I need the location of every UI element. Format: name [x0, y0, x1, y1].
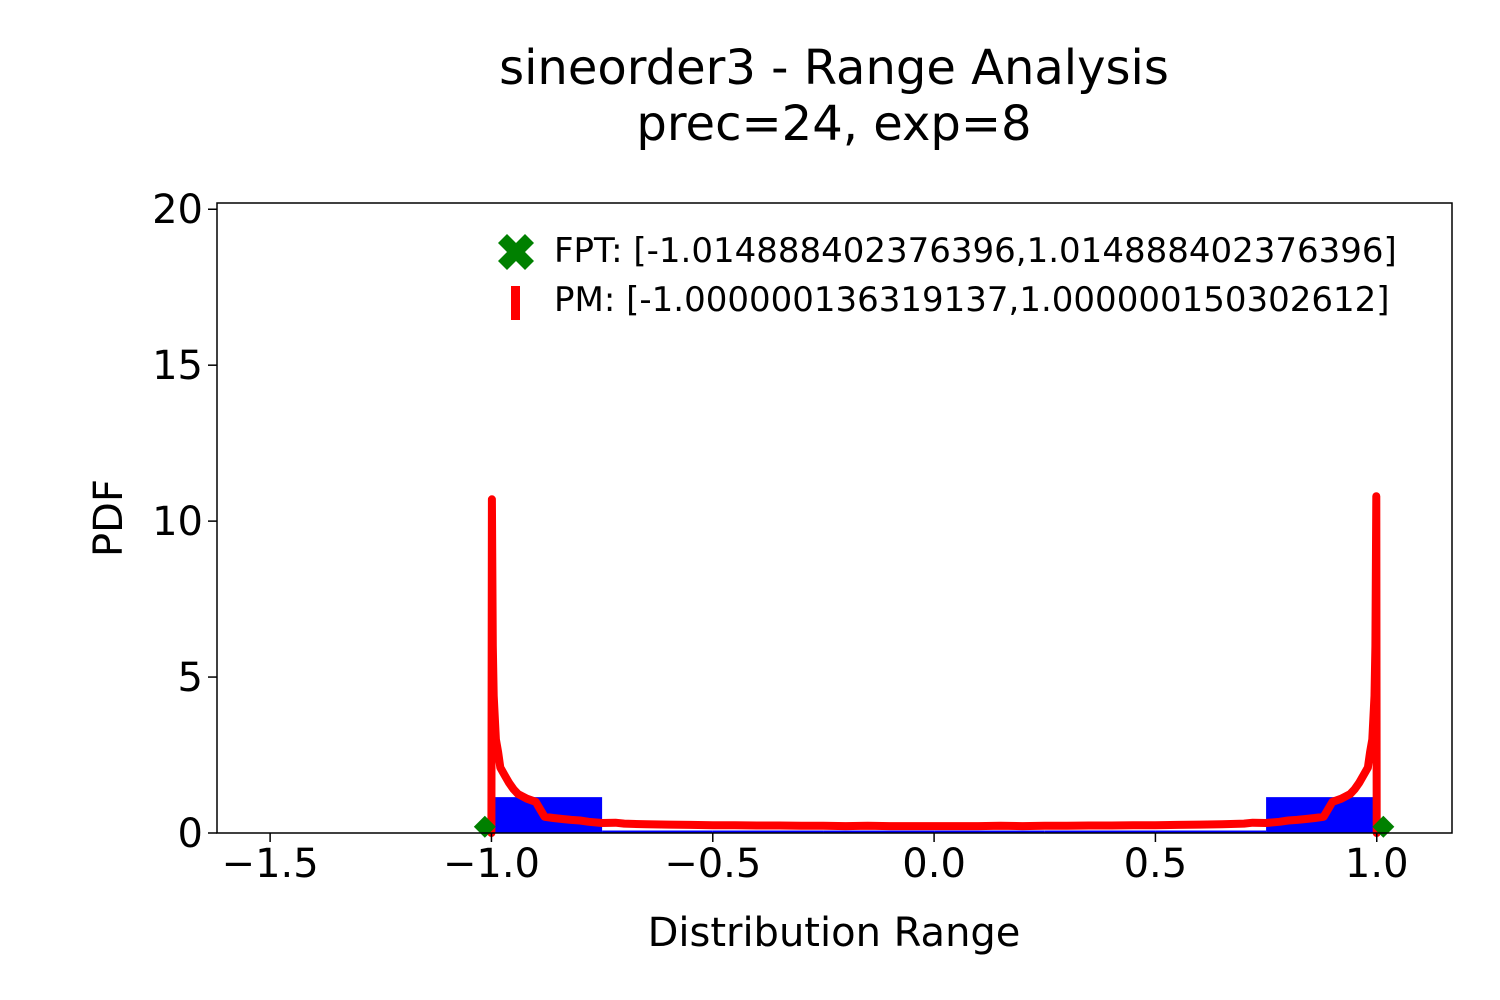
- x-tick-label: −1.5: [222, 841, 319, 887]
- legend-pm-label: PM: [-1.000000136319137,1.00000015030261…: [554, 280, 1390, 320]
- y-tick-label: 0: [178, 811, 203, 857]
- histogram-bar-2: [712, 830, 824, 833]
- x-tick-label: 0.5: [1124, 841, 1188, 887]
- legend-fpt-marker-icon: [498, 234, 534, 270]
- plot-frame: [216, 202, 1453, 834]
- histogram-bar-3: [823, 830, 935, 833]
- y-tick-label: 10: [152, 499, 203, 545]
- histogram-bar-1: [602, 830, 713, 833]
- x-tick-label: 0.0: [902, 841, 966, 887]
- y-tick-label: 20: [152, 187, 203, 233]
- y-tick-label: 5: [178, 655, 203, 701]
- legend-pm-marker-icon: [511, 286, 520, 320]
- x-tick-label: 1.0: [1345, 841, 1409, 887]
- x-axis-title: Distribution Range: [648, 910, 1021, 956]
- chart-subtitle: prec=24, exp=8: [636, 96, 1031, 152]
- plot-area: [473, 492, 1395, 838]
- y-axis-ticks: 0 5 10 15 20: [152, 187, 217, 857]
- x-tick-label: −1.0: [443, 841, 540, 887]
- chart-title: sineorder3 - Range Analysis: [499, 40, 1169, 96]
- legend-fpt-label: FPT: [-1.014888402376396,1.0148884023763…: [554, 231, 1397, 271]
- y-axis-title: PDF: [86, 479, 132, 557]
- histogram-bar-4: [934, 830, 1045, 833]
- histogram-bar-5: [1044, 830, 1156, 833]
- x-axis-ticks: −1.5 −1.0 −0.5 0.0 0.5 1.0: [222, 833, 1409, 887]
- y-tick-label: 15: [152, 343, 203, 389]
- legend: FPT: [-1.014888402376396,1.0148884023763…: [498, 231, 1397, 320]
- x-tick-label: −0.5: [664, 841, 761, 887]
- histogram-bar-6: [1155, 830, 1267, 833]
- pm-density-line: [487, 492, 1381, 837]
